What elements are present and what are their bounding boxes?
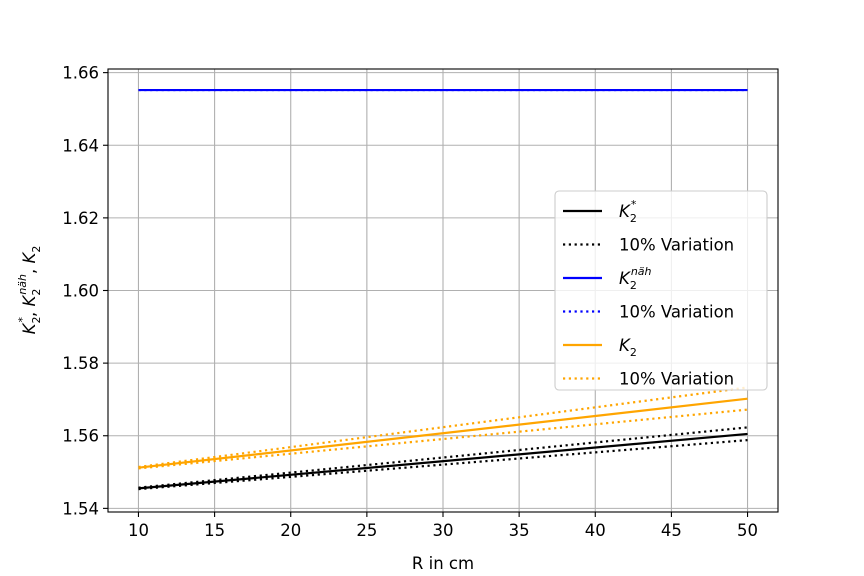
series-line bbox=[138, 386, 748, 469]
legend-box bbox=[554, 190, 768, 391]
x-tick-label: 30 bbox=[433, 521, 454, 540]
legend-label: 10% Variation bbox=[619, 370, 734, 389]
y-axis: 1.54 1.56 1.58 1.60 1.62 1.64 1.66 bbox=[62, 64, 108, 518]
x-axis: 10 15 20 25 30 35 40 45 50 bbox=[128, 512, 758, 540]
x-axis-label: R in cm bbox=[412, 554, 474, 573]
x-tick-label: 35 bbox=[509, 521, 530, 540]
x-tick-label: 45 bbox=[661, 521, 682, 540]
y-tick-label: 1.56 bbox=[62, 427, 99, 446]
y-axis-label: K2*, K2näh, K2 bbox=[16, 246, 43, 335]
y-tick-label: 1.62 bbox=[62, 209, 99, 228]
x-tick-label: 50 bbox=[737, 521, 758, 540]
series-group bbox=[138, 88, 748, 491]
series-line bbox=[138, 397, 748, 469]
legend-label: 10% Variation bbox=[619, 303, 734, 322]
y-tick-label: 1.54 bbox=[62, 499, 99, 518]
grid bbox=[108, 69, 778, 512]
y-tick-label: 1.66 bbox=[62, 64, 99, 83]
x-tick-label: 40 bbox=[585, 521, 606, 540]
y-tick-label: 1.64 bbox=[62, 136, 99, 155]
legend-label: 10% Variation bbox=[619, 236, 734, 255]
legend-label: K2 bbox=[619, 336, 637, 359]
y-tick-label: 1.60 bbox=[62, 282, 99, 301]
x-tick-label: 20 bbox=[280, 521, 301, 540]
series-line bbox=[138, 432, 748, 490]
x-tick-label: 15 bbox=[204, 521, 225, 540]
legend: K2* 10% Variation K2näh 10% Variation K2 10% … bbox=[554, 190, 768, 391]
x-tick-label: 10 bbox=[128, 521, 149, 540]
legend-label: K2* bbox=[619, 198, 637, 225]
x-tick-label: 25 bbox=[356, 521, 377, 540]
y-tick-label: 1.58 bbox=[62, 354, 99, 373]
legend-label: K2näh bbox=[619, 265, 652, 292]
